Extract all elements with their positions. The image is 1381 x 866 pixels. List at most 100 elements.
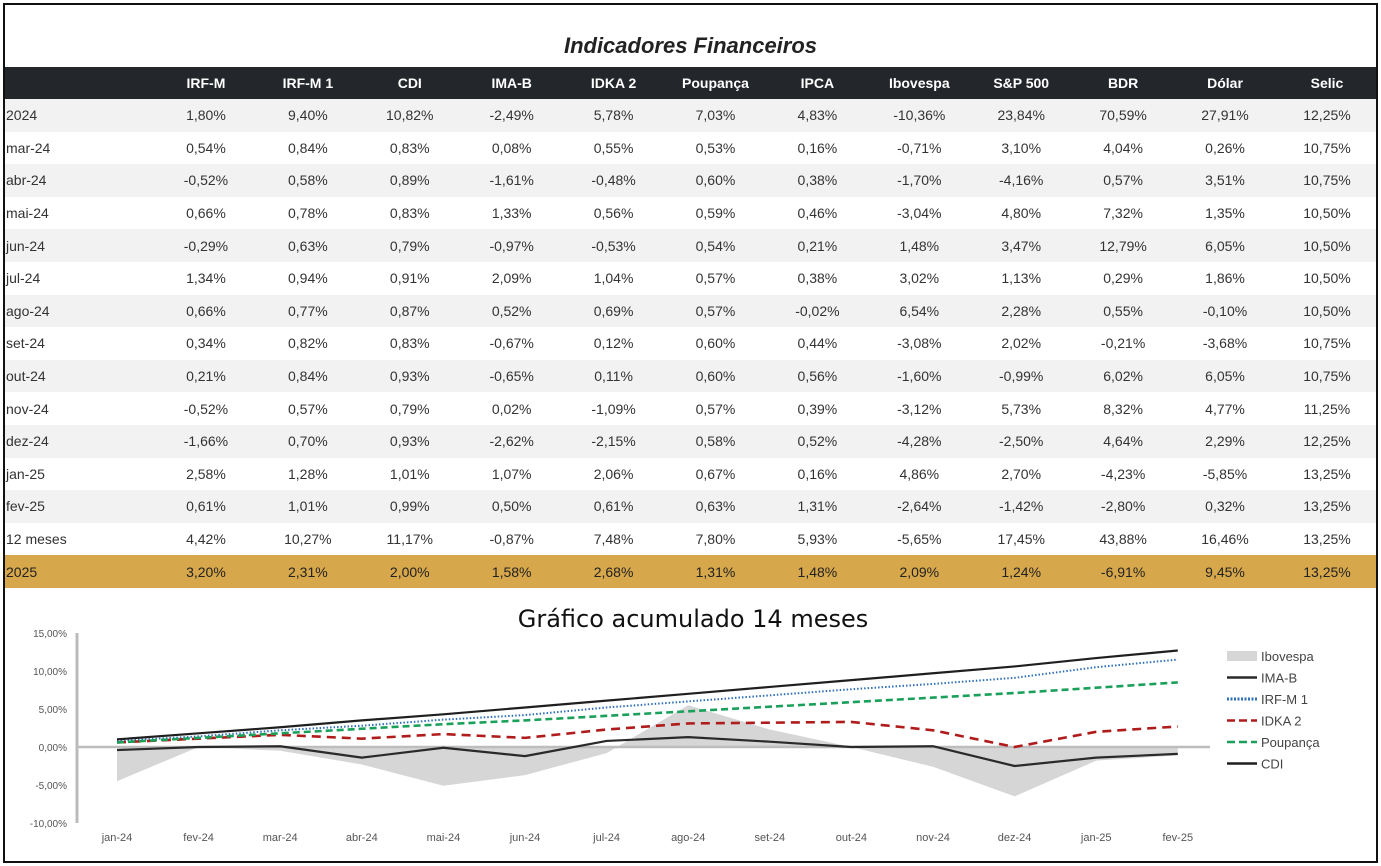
x-tick-label: ago-24 [671,832,705,844]
table-cell: 4,42% [155,522,257,556]
x-tick-label: out-24 [836,832,867,844]
table-cell: 0,60% [664,164,767,197]
row-label: out-24 [5,359,155,393]
table-cell: 1,13% [970,261,1073,295]
table-cell: 70,59% [1072,99,1175,132]
table-cell: 0,16% [766,131,869,165]
table-row: fev-25 0,61% 1,01% 0,99% 0,50% 0,61% 0,63% 1,31… [5,490,1376,523]
table-cell: 3,51% [1174,164,1276,197]
y-tick-label: -5,00% [35,781,67,792]
legend-label: CDI [1261,757,1283,772]
table-cell: 2,68% [562,555,665,588]
chart-title: Gráfico acumulado 14 meses [518,605,869,633]
y-tick-label: 15,00% [33,629,67,640]
table-cell: 4,80% [970,196,1073,230]
table-cell: -0,87% [460,522,563,556]
series-line-poupan-a [116,681,1178,744]
table-cell: 0,84% [256,359,359,393]
table-cell: 10,75% [1275,327,1376,360]
table-cell: 0,02% [460,392,563,425]
table-row: mar-24 0,54% 0,84% 0,83% 0,08% 0,55% 0,53% 0,16… [5,131,1376,165]
table-cell: 6,05% [1174,359,1276,393]
table-cell: 10,75% [1275,164,1376,197]
table-cell: 11,25% [1275,392,1376,425]
table-row: 2024 1,80% 9,40% 10,82% -2,49% 5,78% 7,03% 4,83… [5,99,1376,132]
table-cell: 10,50% [1275,261,1376,295]
table-cell: 7,32% [1072,196,1175,230]
table-cell: -0,65% [460,359,563,393]
accumulated-chart: Gráfico acumulado 14 meses 15,00% 10,00% 5,… [30,605,1321,844]
column-header: IPCA [766,67,869,99]
table-cell: 0,99% [358,490,461,523]
table-cell: -2,15% [562,424,665,458]
table-body: 2024 1,80% 9,40% 10,82% -2,49% 5,78% 7,03% 4,83… [5,99,1376,588]
table-cell: 0,12% [562,327,665,360]
table-row: jun-24 -0,29% 0,63% 0,79% -0,97% -0,53% 0,54% 0… [5,229,1376,262]
table-cell: 0,91% [358,261,461,295]
table-cell: 0,83% [358,131,461,165]
table-cell: 0,16% [766,457,869,491]
table-cell: -0,52% [155,164,257,197]
table-cell: 0,59% [664,196,767,230]
table-row: set-24 0,34% 0,82% 0,83% -0,67% 0,12% 0,60% 0,4… [5,327,1376,360]
table-cell: 2,02% [970,327,1073,360]
table-cell: 6,05% [1174,229,1276,262]
table-cell: 6,02% [1072,359,1175,393]
legend-label: Ibovespa [1261,649,1315,664]
table-cell: 9,45% [1174,555,1276,588]
table-cell: 0,61% [562,490,665,523]
table-cell: -3,08% [868,327,971,360]
table-cell: 0,29% [1072,261,1175,295]
table-cell: 0,38% [766,261,869,295]
table-cell: 0,52% [766,424,869,458]
table-cell: 1,28% [256,457,359,491]
row-label: mar-24 [5,131,155,165]
y-tick-label: -10,00% [30,819,67,830]
table-row: jul-24 1,34% 0,94% 0,91% 2,09% 1,04% 0,57% 0,38… [5,261,1376,295]
table-cell: 27,91% [1174,99,1276,132]
table-cell: -1,42% [970,490,1073,523]
table-cell: 43,88% [1072,522,1175,556]
column-header: Ibovespa [868,67,971,99]
table-cell: -3,04% [868,196,971,230]
table-cell: -4,23% [1072,457,1175,491]
table-cell: -3,68% [1174,327,1276,360]
table-cell: -4,16% [970,164,1073,197]
legend-label: IDKA 2 [1261,714,1301,729]
table-cell: 4,64% [1072,424,1175,458]
table-cell: 10,27% [256,522,359,556]
table-cell: 0,93% [358,424,461,458]
table-cell: 0,70% [256,424,359,458]
x-tick-label: jan-24 [101,832,133,844]
table-cell: 1,01% [358,457,461,491]
table-cell: 0,26% [1174,131,1276,165]
x-tick-label: mai-24 [427,832,461,844]
table-cell: 1,24% [970,555,1073,588]
table-cell: 0,46% [766,196,869,230]
table-cell: -2,62% [460,424,563,458]
table-cell: 0,66% [155,294,257,328]
table-cell: 1,01% [256,490,359,523]
table-cell: -0,99% [970,359,1073,393]
table-cell: 0,63% [664,490,767,523]
row-label: dez-24 [5,424,155,458]
table-cell: -2,80% [1072,490,1175,523]
x-tick-label: jan-25 [1080,832,1112,844]
page-title: Indicadores Financeiros [563,33,818,58]
table-cell: -0,29% [155,229,257,262]
table-cell: -0,21% [1072,327,1175,360]
table-cell: 11,17% [358,522,461,556]
table-cell: 0,78% [256,196,359,230]
table-cell: 2,29% [1174,424,1276,458]
table-cell: 5,78% [562,99,665,132]
table-cell: 0,79% [358,229,461,262]
series-line-irf-m-1 [116,658,1178,742]
table-cell: 1,58% [460,555,563,588]
y-tick-label: 10,00% [33,667,67,678]
table-cell: 4,83% [766,99,869,132]
table-cell: -2,49% [460,99,563,132]
report-frame: Indicadores Financeiros IRF-M IRF-M 1 CDI I… [3,3,1378,863]
table-cell: -0,97% [460,229,563,262]
table-cell: 1,80% [155,99,257,132]
table-cell: 0,55% [562,131,665,165]
